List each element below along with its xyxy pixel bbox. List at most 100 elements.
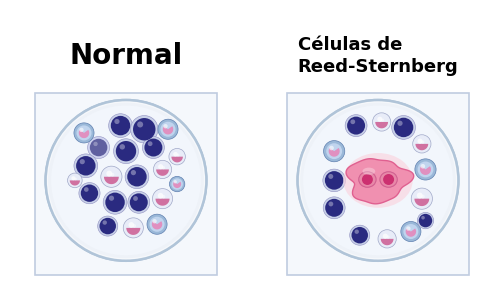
- Polygon shape: [375, 122, 388, 128]
- Circle shape: [354, 230, 359, 234]
- Circle shape: [378, 230, 396, 248]
- Circle shape: [133, 224, 136, 228]
- Circle shape: [128, 191, 150, 213]
- Ellipse shape: [380, 172, 397, 187]
- Polygon shape: [381, 239, 394, 245]
- Circle shape: [80, 159, 85, 164]
- Polygon shape: [163, 126, 173, 135]
- Circle shape: [401, 221, 421, 242]
- Circle shape: [81, 185, 98, 202]
- Circle shape: [171, 178, 183, 190]
- Ellipse shape: [362, 167, 375, 175]
- Circle shape: [119, 144, 125, 149]
- Ellipse shape: [343, 153, 413, 208]
- Circle shape: [133, 196, 138, 201]
- Polygon shape: [406, 228, 416, 237]
- Circle shape: [325, 171, 343, 190]
- Circle shape: [387, 235, 390, 239]
- Polygon shape: [329, 148, 340, 157]
- Circle shape: [411, 188, 432, 209]
- Circle shape: [158, 119, 178, 139]
- FancyBboxPatch shape: [287, 93, 469, 275]
- Polygon shape: [346, 159, 414, 204]
- Circle shape: [147, 214, 167, 234]
- Circle shape: [328, 174, 333, 179]
- Circle shape: [419, 214, 432, 227]
- Circle shape: [323, 169, 345, 192]
- Circle shape: [324, 140, 345, 162]
- Circle shape: [383, 174, 394, 185]
- Circle shape: [421, 216, 425, 219]
- Circle shape: [111, 116, 130, 135]
- Ellipse shape: [359, 172, 376, 187]
- Circle shape: [392, 115, 415, 139]
- Circle shape: [329, 201, 333, 206]
- Circle shape: [351, 227, 368, 243]
- Circle shape: [105, 192, 125, 212]
- Polygon shape: [104, 177, 119, 184]
- Circle shape: [51, 105, 201, 255]
- Circle shape: [106, 171, 112, 176]
- Text: Células de
Reed-Sternberg: Células de Reed-Sternberg: [298, 36, 458, 76]
- Polygon shape: [127, 228, 140, 235]
- Circle shape: [116, 141, 136, 161]
- Circle shape: [362, 174, 373, 185]
- Polygon shape: [79, 130, 89, 138]
- Circle shape: [72, 176, 76, 180]
- Circle shape: [74, 123, 94, 143]
- Circle shape: [381, 119, 384, 122]
- Circle shape: [415, 159, 436, 180]
- Circle shape: [90, 139, 107, 156]
- Circle shape: [88, 137, 109, 158]
- Circle shape: [102, 220, 107, 225]
- Circle shape: [113, 139, 139, 164]
- Circle shape: [93, 142, 98, 146]
- Circle shape: [173, 152, 178, 157]
- Circle shape: [131, 115, 158, 143]
- Circle shape: [158, 193, 163, 198]
- Circle shape: [130, 193, 148, 211]
- Circle shape: [148, 141, 153, 146]
- Circle shape: [98, 216, 118, 236]
- Circle shape: [152, 219, 157, 223]
- Circle shape: [123, 218, 143, 238]
- Circle shape: [74, 178, 77, 180]
- Circle shape: [143, 137, 164, 158]
- Circle shape: [109, 114, 133, 137]
- Circle shape: [394, 118, 413, 137]
- Circle shape: [383, 234, 388, 239]
- Circle shape: [125, 165, 149, 189]
- Circle shape: [150, 217, 165, 232]
- Circle shape: [162, 195, 165, 198]
- Circle shape: [403, 224, 418, 239]
- Circle shape: [420, 164, 425, 169]
- Circle shape: [329, 146, 334, 150]
- Circle shape: [158, 164, 163, 169]
- Circle shape: [127, 167, 147, 187]
- Circle shape: [347, 117, 365, 135]
- Circle shape: [110, 173, 114, 176]
- Circle shape: [303, 105, 453, 255]
- Polygon shape: [70, 180, 80, 185]
- Circle shape: [413, 135, 431, 153]
- Polygon shape: [420, 166, 431, 175]
- Circle shape: [377, 117, 383, 122]
- Polygon shape: [156, 199, 169, 206]
- Circle shape: [298, 100, 458, 261]
- Circle shape: [406, 226, 411, 231]
- Circle shape: [109, 196, 114, 201]
- Circle shape: [129, 222, 134, 228]
- Circle shape: [417, 162, 433, 177]
- Circle shape: [160, 122, 175, 137]
- Circle shape: [101, 166, 122, 187]
- Circle shape: [131, 170, 136, 175]
- Circle shape: [114, 119, 119, 124]
- Circle shape: [173, 180, 177, 183]
- Circle shape: [76, 156, 96, 176]
- Circle shape: [417, 139, 422, 144]
- Polygon shape: [152, 221, 162, 230]
- Circle shape: [325, 199, 343, 217]
- Circle shape: [323, 197, 345, 219]
- Circle shape: [417, 192, 423, 198]
- Circle shape: [46, 100, 206, 261]
